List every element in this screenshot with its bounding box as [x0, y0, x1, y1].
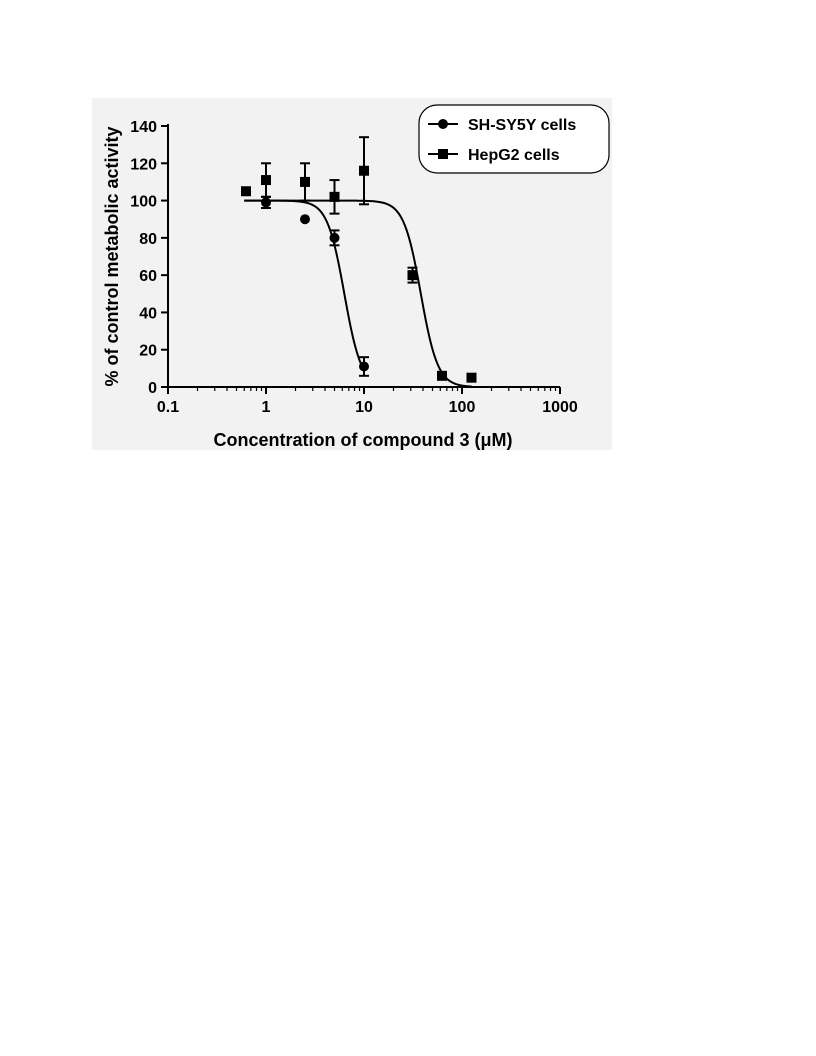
- legend-label-hepg2: HepG2 cells: [468, 147, 560, 164]
- x-tick-label: 100: [449, 399, 476, 416]
- x-tick-label: 10: [355, 399, 373, 416]
- legend: SH-SY5Y cells HepG2 cells: [418, 104, 610, 174]
- x-tick-label: 0.1: [157, 399, 179, 416]
- data-point-hepg2: [329, 191, 340, 202]
- y-tick-label: 20: [139, 343, 157, 360]
- legend-marker-hepg2: [438, 149, 448, 159]
- data-point-sh-sy5y: [299, 214, 310, 225]
- data-point-hepg2: [261, 175, 271, 186]
- data-points: [240, 136, 477, 383]
- legend-label-sh-sy5y: SH-SY5Y cells: [468, 117, 576, 134]
- data-point-hepg2: [240, 186, 251, 197]
- data-point-hepg2: [407, 270, 418, 281]
- data-point-hepg2: [466, 372, 477, 383]
- y-tick-label: 60: [139, 268, 157, 285]
- legend-marker-sh-sy5y: [438, 119, 448, 129]
- x-axis-title: Concentration of compound 3 (μM): [214, 430, 513, 450]
- y-tick-label: 80: [139, 231, 157, 248]
- y-tick-label: 40: [139, 305, 157, 322]
- x-tick-label: 1000: [542, 399, 578, 416]
- y-tick-label: 100: [130, 194, 157, 211]
- y-tick-label: 120: [130, 156, 157, 173]
- data-point-sh-sy5y: [359, 361, 369, 372]
- y-tick-label: 140: [130, 119, 157, 136]
- y-tick-label: 0: [148, 380, 157, 397]
- data-point-hepg2: [436, 370, 447, 381]
- data-point-hepg2: [359, 165, 369, 176]
- data-point-hepg2: [299, 176, 310, 187]
- axes: 0 20 40 60 80 100 120 140 0.1 1 10 100 1000: [130, 119, 578, 416]
- fit-curve-hepg2: [244, 199, 472, 388]
- x-tick-label: 1: [262, 399, 271, 416]
- legend-box: [418, 104, 610, 174]
- y-axis-title: % of control metabolic activity: [102, 126, 122, 386]
- data-point-sh-sy5y: [329, 232, 340, 243]
- data-point-sh-sy5y: [261, 197, 271, 208]
